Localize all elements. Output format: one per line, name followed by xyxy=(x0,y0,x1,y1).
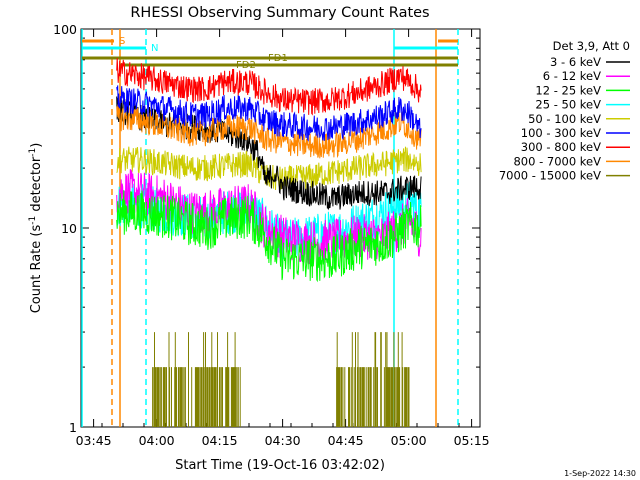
annotation-fd2: FD2 xyxy=(236,60,256,71)
series-50-100-kev xyxy=(116,146,422,192)
chart-title: RHESSI Observing Summary Count Rates xyxy=(130,5,429,21)
x-tick-label: 05:15 xyxy=(454,433,490,448)
legend-label: 800 - 7000 keV xyxy=(513,154,601,168)
annotation-n: N xyxy=(151,43,158,54)
series-12-25-kev xyxy=(116,190,422,283)
legend-label: 3 - 6 keV xyxy=(550,55,601,69)
series-line xyxy=(116,169,422,265)
y-axis-label-main: Count Rate (s xyxy=(29,225,44,314)
data-series xyxy=(116,58,422,427)
y-axis-label: Count Rate (s-1 detector-1) xyxy=(28,143,44,314)
y-axis-label-exp2: -1 xyxy=(28,148,38,157)
y-tick-labels: 1 10 100 xyxy=(53,22,77,435)
series-line xyxy=(116,104,422,159)
series-800-7000-kev xyxy=(116,104,422,159)
series-100-300-kev xyxy=(116,85,422,142)
series-300-800-kev xyxy=(116,58,422,116)
y-axis-label-mid: detector xyxy=(29,156,44,216)
x-tick-label: 04:15 xyxy=(202,433,238,448)
legend-header: Det 3,9, Att 0 xyxy=(553,39,630,53)
legend-label: 100 - 300 keV xyxy=(521,126,601,140)
series-6-12-kev xyxy=(116,169,422,265)
x-axis-label: Start Time (19-Oct-16 03:42:02) xyxy=(175,458,385,473)
x-tick-label: 04:00 xyxy=(139,433,175,448)
legend-label: 12 - 25 keV xyxy=(535,83,601,97)
x-tick-label: 03:45 xyxy=(76,433,112,448)
y-tick-label: 1 xyxy=(69,420,77,435)
legend-label: 300 - 800 keV xyxy=(521,140,601,154)
x-tick-label: 04:30 xyxy=(265,433,301,448)
footer-date: 1-Sep-2022 14:30 xyxy=(564,469,636,478)
series-line xyxy=(116,85,422,142)
y-axis-label-exp1: -1 xyxy=(28,216,38,225)
x-tick-labels: 03:45 04:00 04:15 04:30 04:45 05:00 05:15 xyxy=(76,433,490,448)
series-7000-15000-kev xyxy=(152,332,410,427)
series-line xyxy=(116,146,422,192)
y-tick-label: 100 xyxy=(53,22,77,37)
legend-label: 25 - 50 keV xyxy=(535,98,601,112)
series-line xyxy=(152,332,410,427)
legend-label: 50 - 100 keV xyxy=(528,112,601,126)
series-line xyxy=(116,190,422,283)
time-markers: S N FD1 FD2 xyxy=(81,29,459,427)
legend-label: 6 - 12 keV xyxy=(543,69,601,83)
legend-label: 7000 - 15000 keV xyxy=(499,169,601,183)
y-axis-label-end: ) xyxy=(29,143,44,148)
annotation-s: S xyxy=(119,36,125,47)
y-tick-label: 10 xyxy=(61,221,77,236)
series-line xyxy=(116,58,422,116)
annotation-fd1: FD1 xyxy=(268,53,288,64)
x-tick-label: 04:45 xyxy=(328,433,364,448)
x-tick-label: 05:00 xyxy=(391,433,427,448)
